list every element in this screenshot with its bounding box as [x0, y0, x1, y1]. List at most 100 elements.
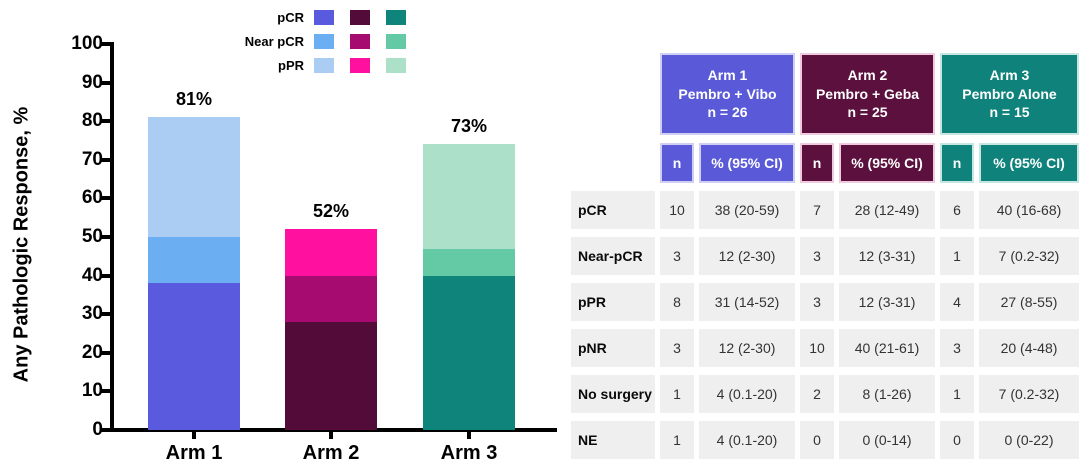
arm-header-line: n = 26	[707, 104, 748, 121]
y-tick-label: 90	[81, 71, 103, 93]
chart-panel: Any Pathologic Response, % 0 10 20 30 40 50 60…	[10, 10, 557, 464]
x-category-label: Arm 2	[302, 442, 360, 464]
table-cell: 3	[660, 329, 694, 367]
arm-header-line: n = 15	[989, 104, 1030, 121]
legend-label-ppr: pPR	[278, 58, 304, 73]
arm-header-line: Arm 1	[707, 66, 748, 83]
arm-header-2: Arm 2 Pembro + Geba n = 25	[800, 53, 935, 135]
y-axis-title: Any Pathologic Response, %	[10, 106, 33, 383]
y-tick-mark	[100, 428, 110, 432]
bar-segment-arm-2-pcr	[285, 321, 377, 430]
table-cell: 7 (0.2-32)	[979, 237, 1079, 275]
bar-segment-arm-3-near-pcr	[423, 248, 515, 276]
table-cell: 3	[660, 237, 694, 275]
legend-swatch	[314, 10, 334, 25]
subheader-ci-arm-3: % (95% CI)	[979, 143, 1079, 183]
legend-swatch	[350, 10, 370, 25]
y-tick-mark	[100, 389, 110, 394]
bar-segment-arm-2-ppr	[285, 229, 377, 276]
y-tick-label: 0	[92, 419, 103, 440]
table-cell: 4 (0.1-20)	[699, 375, 795, 413]
table-cell: 4	[940, 283, 974, 321]
y-tick-label: 20	[81, 341, 103, 363]
y-tick-mark	[100, 350, 110, 355]
row-label-near-pcr: Near-pCR	[571, 237, 655, 275]
table-cell: 1	[660, 421, 694, 459]
arm-header-line: Arm 3	[989, 66, 1030, 83]
legend-swatch	[350, 58, 370, 73]
table-cell: 6	[940, 191, 974, 229]
arm-header-line: Pembro Alone	[962, 85, 1057, 102]
table-cell: 7 (0.2-32)	[979, 375, 1079, 413]
table-cell: 3	[800, 237, 834, 275]
table-cell: 8 (1-26)	[839, 375, 935, 413]
table-cell: 1	[940, 237, 974, 275]
y-tick-mark	[100, 235, 110, 239]
subheader-ci-arm-1: % (95% CI)	[699, 143, 795, 183]
bar-segment-arm-1-near-pcr	[148, 237, 240, 284]
legend-swatch	[386, 58, 406, 73]
y-tick-mark	[100, 42, 110, 46]
x-axis-line	[110, 428, 557, 432]
row-label-ne: NE	[571, 421, 655, 459]
legend-swatch	[386, 10, 406, 25]
bar-segment-arm-1-ppr	[148, 117, 240, 237]
bar-segment-arm-2-near-pcr	[285, 275, 377, 322]
table-cell: 38 (20-59)	[699, 191, 795, 229]
x-category-label: Arm 1	[165, 442, 223, 464]
table-cell: 2	[800, 375, 834, 413]
table-cell: 0 (0-14)	[839, 421, 935, 459]
legend-label-pcr: pCR	[277, 10, 304, 25]
table-cell: 28 (12-49)	[839, 191, 935, 229]
table-cell: 40 (21-61)	[839, 329, 935, 367]
y-tick-mark	[100, 157, 110, 162]
table-cell: 12 (3-31)	[839, 237, 935, 275]
y-tick-mark	[100, 119, 110, 124]
y-tick-label: 40	[81, 264, 103, 286]
arm-header-3: Arm 3 Pembro Alone n = 15	[940, 53, 1079, 135]
table-cell: 20 (4-48)	[979, 329, 1079, 367]
subheader-n-arm-3: n	[940, 143, 974, 183]
legend-swatch	[314, 34, 334, 49]
legend-label-near-pcr: Near pCR	[244, 34, 304, 49]
x-category-label: Arm 3	[440, 442, 498, 464]
subheader-n-arm-1: n	[660, 143, 694, 183]
row-label-pnr: pNR	[571, 329, 655, 367]
arm-header-line: Pembro + Vibo	[678, 85, 777, 102]
table-cell: 10	[660, 191, 694, 229]
bar-segment-arm-3-pcr	[423, 275, 515, 430]
table-cell: 12 (2-30)	[699, 237, 795, 275]
table-cell: 1	[660, 375, 694, 413]
table-cell: 10	[800, 329, 834, 367]
legend-swatch	[386, 34, 406, 49]
bar-total-label: 73%	[450, 116, 488, 137]
table-cell: 40 (16-68)	[979, 191, 1079, 229]
table-cell: 3	[800, 283, 834, 321]
bar-segment-arm-1-pcr	[148, 283, 240, 430]
y-tick-label: 50	[81, 226, 103, 247]
table-cell: 8	[660, 283, 694, 321]
y-tick-label: 10	[81, 380, 103, 402]
table-cell: 3	[940, 329, 974, 367]
y-tick-label: 80	[81, 110, 103, 132]
legend-swatch	[314, 58, 334, 73]
table-subheader-spacer	[571, 143, 655, 183]
row-label-pcr: pCR	[571, 191, 655, 229]
table-cell: 12 (3-31)	[839, 283, 935, 321]
arm-header-1: Arm 1 Pembro + Vibo n = 26	[660, 53, 795, 135]
y-tick-label: 30	[81, 303, 103, 325]
table-cell: 12 (2-30)	[699, 329, 795, 367]
y-tick-mark	[100, 312, 110, 317]
x-tick-mark	[329, 430, 333, 439]
table-cell: 0 (0-22)	[979, 421, 1079, 459]
y-axis-line	[110, 42, 114, 432]
y-tick-mark	[100, 196, 110, 201]
table-cell: 1	[940, 375, 974, 413]
x-tick-mark	[467, 430, 471, 439]
row-label-ppr: pPR	[571, 283, 655, 321]
table-cell: 4 (0.1-20)	[699, 421, 795, 459]
arm-header-line: Arm 2	[847, 66, 888, 83]
y-tick-label: 70	[81, 148, 103, 170]
arm-header-line: n = 25	[847, 104, 888, 121]
y-tick-mark	[100, 273, 110, 278]
